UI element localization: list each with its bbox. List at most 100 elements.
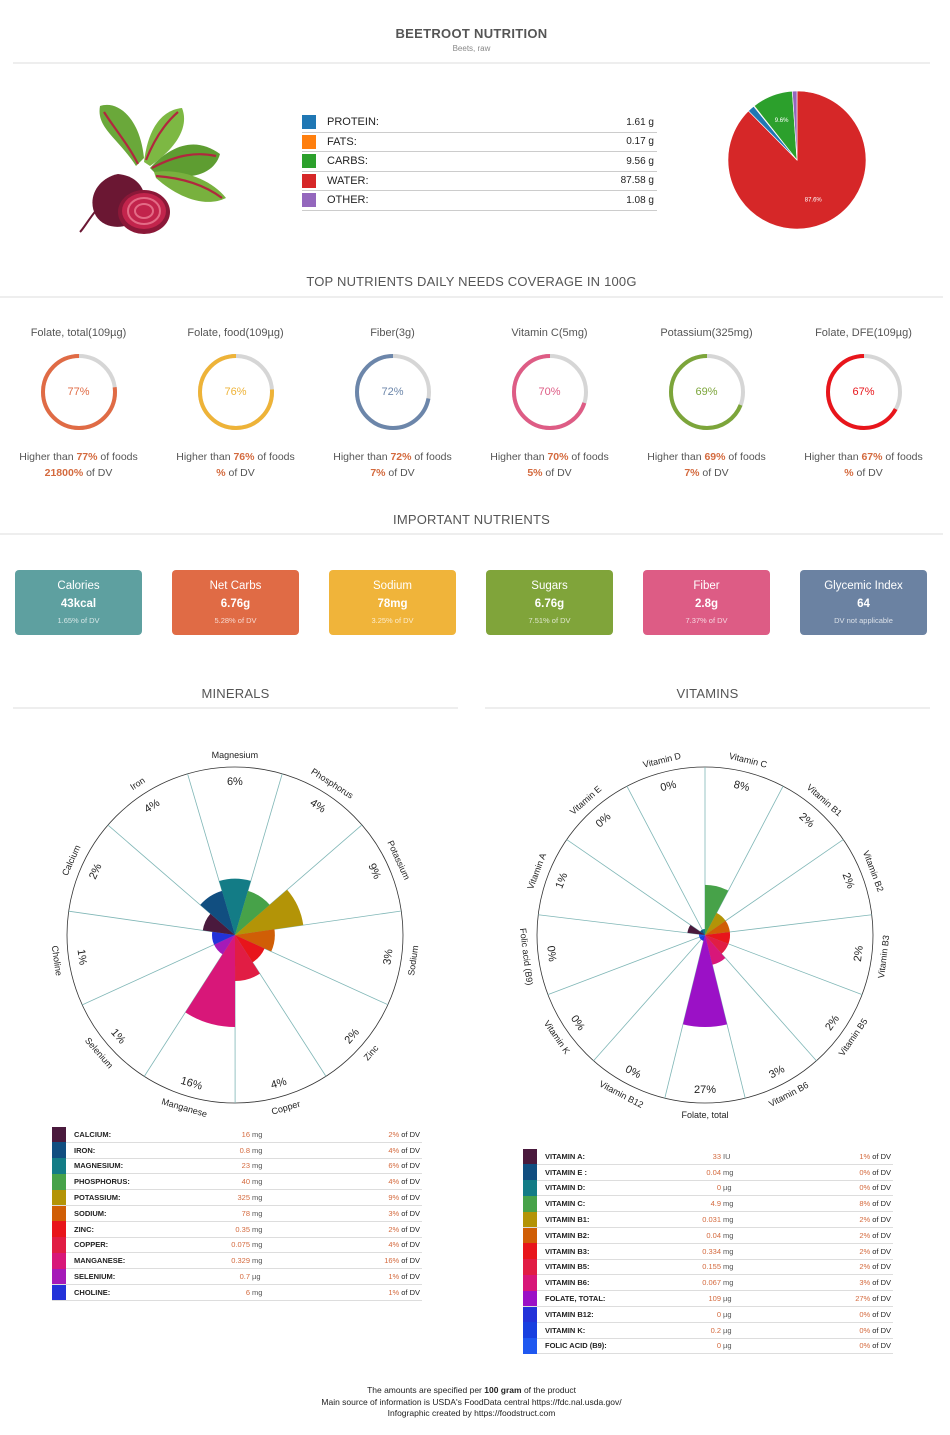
card-name: Calories [57,580,100,592]
nutrient-row: VITAMIN B2: 0.04 mg 2% of DV [523,1227,893,1244]
nutrient-name: MAGNESIUM: [74,1161,124,1171]
macro-label: WATER: [327,174,369,187]
polar-value-label: 0% [659,779,678,795]
coverage-gauge: Potassium(325mg) 69% Higher than 69% of fo… [628,327,785,481]
nutrient-row: COPPER: 0.075 mg 4% of DV [52,1237,422,1254]
coverage-higher-line: Higher than 72% of foods [333,451,452,463]
nutrient-dv: 4% of DV [388,1177,420,1187]
nutrient-dv: 1% of DV [388,1287,420,1297]
nutrient-unit: mg [252,1161,263,1171]
polar-value-label: 0% [568,1013,587,1033]
polar-spoke [704,914,872,936]
nutrient-amount: 0.031 [702,1215,721,1225]
polar-category-label: Choline [50,945,64,977]
nutrient-dv: 2% of DV [859,1230,891,1240]
nutrient-name: VITAMIN B3: [545,1246,590,1256]
nutrient-unit: mg [723,1167,734,1177]
card-name: Sugars [531,580,568,592]
nutrient-dv: 9% of DV [388,1193,420,1203]
coverage-dv-line: 21800% of DV [44,466,113,479]
nutrient-amount: 0.334 [702,1246,721,1256]
coverage-gauge: Folate, food(109µg) 76% Higher than 76% of… [157,327,314,481]
coverage-gauge: Folate, DFE(109µg) 67% Higher than 67% of … [785,327,942,481]
nutrient-name: SODIUM: [74,1208,107,1218]
nutrient-dv: 2% of DV [859,1262,891,1272]
polar-category-label: Vitamin K [542,1019,572,1056]
gauge-ring: 72% [353,352,433,432]
polar-category-label: Folic acid (B9) [518,928,535,986]
polar-wedge-calcium [202,913,235,935]
gauge-fill [354,354,431,430]
nutrient-dv: 0% of DV [859,1183,891,1193]
coverage-gauge: Fiber(3g) 72% Higher than 72% of foods 7% o… [314,327,471,481]
polar-value-label: 0% [544,945,558,962]
coverage-nutrient-name: Folate, food(109µg) [187,327,284,339]
pie-label: 87.6% [805,198,823,204]
coverage-higher-line: Higher than 70% of foods [490,451,609,463]
card-dv: 7.37% of DV [685,616,728,625]
nutrient-dv: 4% of DV [388,1145,420,1155]
polar-wedge-copper [235,935,260,981]
card-name: Fiber [693,580,720,592]
macro-row: PROTEIN: 1.61 g [302,113,657,133]
footer-line-3: Infographic created by https://foodstruc… [387,1408,556,1418]
nutrient-card: Glycemic Index 64 DV not applicable [800,570,927,635]
polar-value-label: 2% [852,945,866,962]
coverage-nutrient-name: Vitamin C(5mg) [511,327,588,339]
gauge-ring: 70% [510,352,590,432]
nutrient-name: FOLIC ACID (B9): [545,1341,607,1351]
card-value: 43kcal [60,598,97,610]
polar-category-label: Vitamin B12 [598,1079,645,1110]
polar-category-label: Magnesium [212,750,259,760]
polar-spoke [704,934,817,1062]
gauge-ring: 67% [824,352,904,432]
gauge-fill [40,354,117,430]
nutrient-amount: 0.7 [239,1272,250,1282]
polar-spoke [704,934,746,1099]
nutrient-amount: 0.04 [706,1167,721,1177]
gauge-fill [511,354,588,430]
nutrient-name: POTASSIUM: [74,1193,121,1203]
polar-value-label: 1% [108,1027,128,1047]
nutrient-row: VITAMIN E : 0.04 mg 0% of DV [523,1164,893,1181]
nutrient-dv: 2% of DV [388,1129,420,1139]
polar-category-label: Vitamin B1 [805,782,844,818]
polar-spoke [538,914,706,936]
nutrient-unit: mg [252,1145,263,1155]
macro-row: WATER: 87.58 g [302,172,657,191]
nutrient-swatch [52,1221,66,1238]
nutrient-dv: 0% of DV [859,1325,891,1335]
macro-swatch [302,193,316,208]
pie-label: 9.6% [775,118,789,124]
nutrient-swatch [523,1259,537,1275]
footer-line-1: The amounts are specified per 100 gram o… [367,1385,576,1395]
nutrient-row: VITAMIN B1: 0.031 mg 2% of DV [523,1211,893,1228]
nutrient-name: VITAMIN B6: [545,1278,590,1288]
nutrient-dv: 3% of DV [859,1278,891,1288]
card-dv: 3.25% of DV [371,616,414,625]
footer: The amounts are specified per 100 gram o… [0,1385,943,1420]
nutrient-row: FOLATE, TOTAL: 109 µg 27% of DV [523,1290,893,1307]
gauge-fill [668,354,745,430]
coverage-gauge: Vitamin C(5mg) 70% Higher than 70% of food… [471,327,628,481]
card-value: 64 [857,598,870,610]
nutrient-unit: µg [723,1341,732,1351]
nutrient-dv: 2% of DV [388,1224,420,1234]
nutrient-swatch [523,1322,537,1339]
polar-wedge-choline [212,931,235,945]
nutrient-dv: 0% of DV [859,1167,891,1177]
nutrient-swatch [523,1243,537,1260]
nutrient-unit: µg [723,1325,732,1335]
beet-leaves [99,104,226,202]
coverage-higher-line: Higher than 67% of foods [804,451,923,463]
nutrient-row: VITAMIN K: 0.2 µg 0% of DV [523,1322,893,1339]
nutrient-swatch [52,1173,66,1190]
polar-spoke [107,824,236,936]
gauge-percent: 76% [224,386,247,398]
nutrient-name: VITAMIN D: [545,1183,586,1193]
macro-value: 87.58 g [620,175,654,187]
macro-swatch [302,115,316,130]
polar-category-label: Vitamin B2 [861,849,886,893]
macro-label: OTHER: [327,194,369,207]
nutrient-row: MAGNESIUM: 23 mg 6% of DV [52,1158,422,1175]
